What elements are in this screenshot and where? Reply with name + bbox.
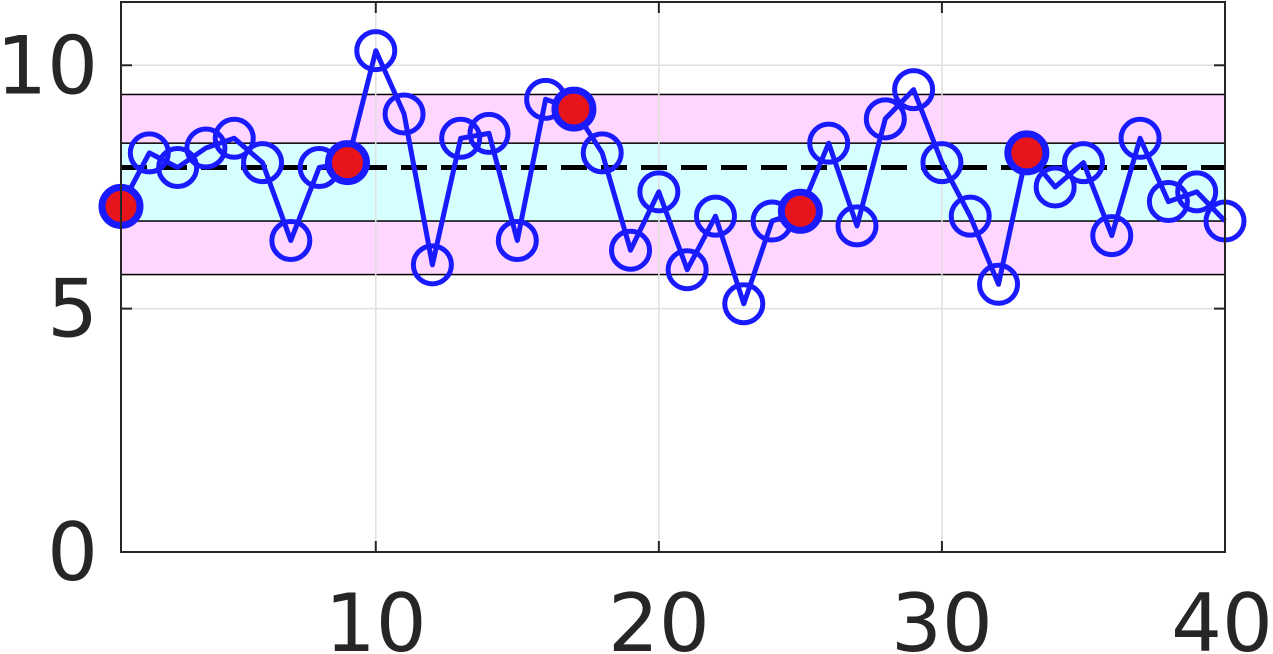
data-point xyxy=(269,218,313,262)
data-point xyxy=(382,92,426,136)
highlighted-point xyxy=(777,188,823,234)
data-point xyxy=(722,282,766,326)
data-point xyxy=(977,262,1021,306)
highlighted-point xyxy=(1004,130,1050,176)
data-point xyxy=(807,121,851,165)
y-tick-label: 10 xyxy=(0,19,98,112)
data-point xyxy=(439,116,483,160)
y-tick-labels: 0 5 10 xyxy=(0,19,98,599)
data-point xyxy=(948,194,992,238)
data-point xyxy=(609,228,653,272)
data-point xyxy=(495,218,539,262)
data-point xyxy=(410,243,454,287)
data-point xyxy=(184,126,228,170)
axis-ticks xyxy=(121,2,1226,553)
grid-lines xyxy=(121,2,1226,553)
data-point xyxy=(212,116,256,160)
data-point xyxy=(1118,116,1162,160)
data-point xyxy=(1033,165,1077,209)
data-point xyxy=(580,131,624,175)
x-tick-label: 20 xyxy=(608,577,710,654)
data-point xyxy=(863,97,907,141)
y-tick-label: 0 xyxy=(47,506,98,599)
data-point xyxy=(241,141,285,185)
plot-area-frame xyxy=(120,1,1226,553)
data-point xyxy=(637,170,681,214)
x-tick-label: 30 xyxy=(891,577,993,654)
data-point xyxy=(156,145,200,189)
data-point xyxy=(1061,141,1105,185)
series-markers xyxy=(127,29,1247,326)
x-tick-label: 40 xyxy=(1171,577,1273,654)
data-point xyxy=(835,204,879,248)
data-point xyxy=(1090,214,1134,258)
data-point xyxy=(892,68,936,112)
data-point xyxy=(354,29,398,73)
data-point xyxy=(920,141,964,185)
data-point xyxy=(1175,170,1219,214)
data-point xyxy=(693,194,737,238)
y-tick-label: 5 xyxy=(47,263,98,356)
data-point xyxy=(1146,180,1190,224)
highlighted-point xyxy=(324,140,370,186)
data-point xyxy=(467,111,511,155)
x-tick-label: 10 xyxy=(325,577,427,654)
x-tick-labels: 10 20 30 40 xyxy=(325,577,1273,654)
highlighted-point xyxy=(551,86,597,132)
data-point xyxy=(665,248,709,292)
